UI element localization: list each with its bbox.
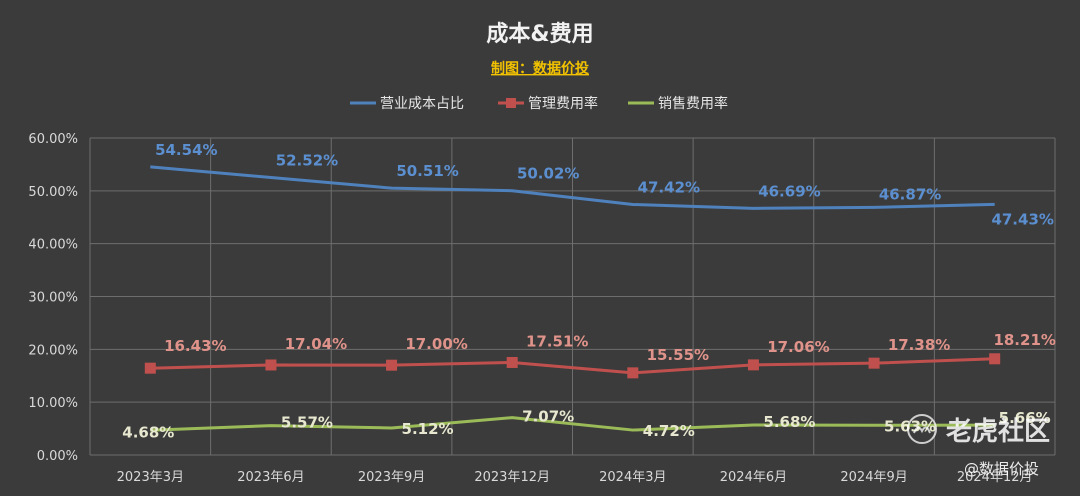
legend-label: 管理费用率 xyxy=(528,95,598,112)
tiger-logo-icon xyxy=(907,414,937,444)
data-label: 5.12% xyxy=(402,420,454,438)
x-tick-label: 2023年3月 xyxy=(117,470,184,485)
series-marker-2 xyxy=(265,359,277,371)
data-label: 5.66% xyxy=(999,409,1051,427)
series-marker-2 xyxy=(747,359,759,371)
series-marker-2 xyxy=(989,353,1001,365)
data-label: 4.68% xyxy=(122,423,174,441)
data-label: 17.06% xyxy=(767,338,829,356)
data-label: 47.43% xyxy=(991,210,1053,228)
data-label: 17.04% xyxy=(285,335,347,353)
x-tick-label: 2023年9月 xyxy=(358,470,425,485)
data-label: 7.07% xyxy=(522,408,574,426)
y-tick-label: 0.00% xyxy=(37,449,78,464)
watermark-brand: 老虎社区 xyxy=(946,416,1050,447)
data-label: 47.42% xyxy=(638,178,700,196)
x-tick-label: 2024年12月 xyxy=(957,470,1033,485)
watermark: 老虎社区 @数据价投 xyxy=(907,414,1050,478)
data-label: 17.38% xyxy=(888,336,950,354)
chart-grid xyxy=(89,137,1056,456)
data-label: 4.72% xyxy=(643,422,695,440)
series-marker-2 xyxy=(627,367,639,379)
series-marker-2 xyxy=(506,356,518,368)
data-label: 18.21% xyxy=(993,331,1055,349)
series-line-3 xyxy=(150,416,995,432)
data-label: 17.00% xyxy=(405,335,467,353)
chart-legend: 营业成本占比 管理费用率 销售费用率 xyxy=(350,95,728,112)
series-marker-2 xyxy=(868,357,880,369)
y-tick-label: 60.00% xyxy=(28,132,78,147)
legend-label: 营业成本占比 xyxy=(380,96,464,112)
legend-swatch-marker xyxy=(506,98,516,108)
chart-title: 成本&费用 xyxy=(486,22,593,47)
data-label: 5.68% xyxy=(763,413,815,431)
legend-label: 销售费用率 xyxy=(658,95,728,112)
data-label: 54.54% xyxy=(155,141,217,159)
y-tick-label: 10.00% xyxy=(28,396,78,411)
series-marker-2 xyxy=(144,362,156,374)
x-tick-label: 2023年6月 xyxy=(237,470,304,485)
data-label: 15.55% xyxy=(647,346,709,364)
chart-series xyxy=(144,165,1001,432)
data-label: 5.57% xyxy=(281,414,333,432)
x-tick-label: 2024年3月 xyxy=(599,470,666,485)
y-tick-label: 20.00% xyxy=(28,343,78,358)
y-axis: 0.00% 10.00% 20.00% 30.00% 40.00% 50.00% 60.00… xyxy=(28,132,78,464)
y-tick-label: 40.00% xyxy=(28,238,78,253)
y-tick-label: 30.00% xyxy=(28,291,78,306)
data-label: 50.51% xyxy=(396,162,458,180)
data-label: 16.43% xyxy=(164,337,226,355)
x-tick-label: 2024年9月 xyxy=(840,470,907,485)
data-label: 52.52% xyxy=(276,152,338,170)
data-label: 46.87% xyxy=(879,185,941,203)
series-line-2 xyxy=(150,357,995,375)
data-label: 17.51% xyxy=(526,332,588,350)
series-marker-2 xyxy=(386,359,398,371)
series-line-1 xyxy=(150,165,995,210)
y-tick-label: 50.00% xyxy=(28,185,78,200)
data-labels: 54.54% 52.52% 50.51% 50.02% 47.42% 46.69% 46.8… xyxy=(122,141,1056,441)
x-axis: 2023年3月 2023年6月 2023年9月 2023年12月 2024年3月 2024… xyxy=(117,470,1033,485)
data-label: 46.69% xyxy=(758,182,820,200)
data-label: 50.02% xyxy=(517,165,579,183)
chart-subtitle: 制图：数据价投 xyxy=(491,60,589,77)
x-tick-label: 2024年6月 xyxy=(720,470,787,485)
x-tick-label: 2023年12月 xyxy=(474,470,550,485)
watermark-author: @数据价投 xyxy=(964,460,1039,478)
